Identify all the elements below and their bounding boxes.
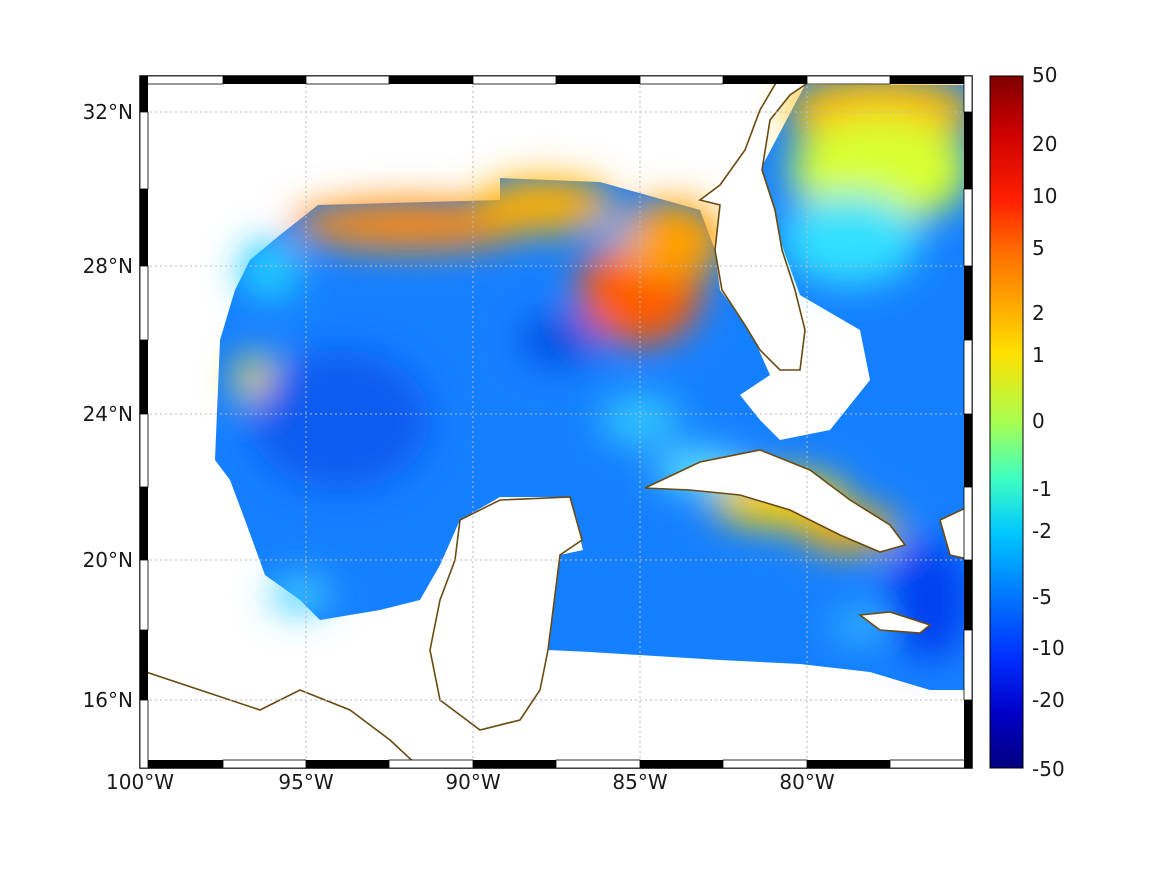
ocean-field bbox=[215, 76, 972, 690]
colorbar-tick-label: -1 bbox=[1032, 477, 1052, 501]
lat-tick-label: 16°N bbox=[83, 688, 133, 712]
colorbar-tick-label: 5 bbox=[1032, 236, 1045, 260]
colorbar-tick-label: -20 bbox=[1032, 688, 1065, 712]
colorbar-tick-label: -2 bbox=[1032, 519, 1052, 543]
gridlines bbox=[140, 76, 972, 768]
lat-tick-label: 32°N bbox=[83, 100, 133, 124]
lat-tick-label: 24°N bbox=[83, 402, 133, 426]
colorbar-tick-label: -50 bbox=[1032, 757, 1065, 781]
colorbar-tick-label: -5 bbox=[1032, 585, 1052, 609]
lon-tick-label: 95°W bbox=[278, 770, 333, 794]
colorbar-tick-label: 0 bbox=[1032, 409, 1045, 433]
lon-tick-label: 100°W bbox=[106, 770, 174, 794]
colorbar-tick-label: 1 bbox=[1032, 343, 1045, 367]
lon-tick-label: 90°W bbox=[445, 770, 500, 794]
land-masses bbox=[140, 76, 972, 768]
colorbar-tick-label: -10 bbox=[1032, 636, 1065, 660]
latitude-labels: 32°N 28°N 24°N 20°N 16°N bbox=[83, 100, 133, 712]
colorbar-gradient bbox=[989, 75, 1024, 769]
lat-tick-label: 20°N bbox=[83, 548, 133, 572]
colorbar-tick-label: 2 bbox=[1032, 301, 1045, 325]
lat-tick-label: 28°N bbox=[83, 254, 133, 278]
colorbar-tick-label: 10 bbox=[1032, 184, 1057, 208]
colorbar-tick-label: 50 bbox=[1032, 63, 1057, 87]
longitude-labels: 100°W 95°W 90°W 85°W 80°W bbox=[106, 770, 835, 794]
map-frame bbox=[139, 75, 973, 769]
colorbar-tick-label: 20 bbox=[1032, 132, 1057, 156]
lon-tick-label: 85°W bbox=[612, 770, 667, 794]
lon-tick-label: 80°W bbox=[779, 770, 834, 794]
